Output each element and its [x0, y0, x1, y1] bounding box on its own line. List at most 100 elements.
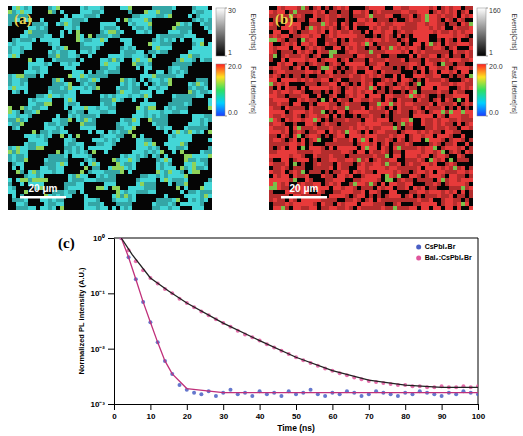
image-pixel — [60, 58, 64, 62]
image-pixel — [12, 110, 16, 114]
image-pixel — [293, 106, 297, 110]
image-pixel — [269, 162, 273, 166]
image-pixel — [104, 74, 108, 78]
image-pixel — [60, 126, 64, 130]
image-pixel — [136, 138, 140, 142]
image-pixel — [285, 118, 289, 122]
image-pixel — [200, 194, 204, 198]
image-pixel — [52, 206, 56, 210]
image-pixel — [172, 102, 176, 106]
image-pixel — [16, 202, 20, 206]
image-pixel — [301, 58, 305, 62]
image-pixel — [32, 26, 36, 30]
image-pixel — [200, 54, 204, 58]
image-pixel — [100, 106, 104, 110]
image-pixel — [120, 130, 124, 134]
image-pixel — [269, 82, 273, 86]
image-pixel — [281, 46, 285, 50]
image-pixel — [277, 30, 281, 34]
image-pixel — [285, 54, 289, 58]
image-pixel — [289, 142, 293, 146]
image-pixel — [132, 22, 136, 26]
image-pixel — [120, 38, 124, 42]
image-pixel — [84, 38, 88, 42]
image-pixel — [128, 162, 132, 166]
image-pixel — [12, 158, 16, 162]
image-pixel — [16, 126, 20, 130]
image-pixel — [20, 118, 24, 122]
image-pixel — [152, 46, 156, 50]
image-pixel — [104, 174, 108, 178]
image-pixel — [20, 6, 24, 10]
image-pixel — [305, 122, 309, 126]
image-pixel — [269, 150, 273, 154]
image-pixel — [68, 194, 72, 198]
image-pixel — [16, 206, 20, 210]
image-pixel — [180, 150, 184, 154]
image-pixel — [60, 130, 64, 134]
image-pixel — [281, 66, 285, 70]
image-pixel — [188, 162, 192, 166]
image-pixel — [24, 70, 28, 74]
image-pixel — [208, 178, 212, 182]
image-pixel — [72, 14, 76, 18]
image-pixel — [128, 122, 132, 126]
image-pixel — [200, 206, 204, 210]
image-pixel — [20, 42, 24, 46]
image-pixel — [293, 38, 297, 42]
image-pixel — [32, 130, 36, 134]
image-pixel — [36, 98, 40, 102]
image-pixel — [144, 82, 148, 86]
image-pixel — [112, 142, 116, 146]
image-pixel — [277, 178, 281, 182]
image-pixel — [148, 14, 152, 18]
image-pixel — [160, 78, 164, 82]
image-pixel — [52, 6, 56, 10]
image-pixel — [273, 66, 277, 70]
image-pixel — [289, 138, 293, 142]
image-pixel — [40, 26, 44, 30]
image-pixel — [12, 78, 16, 82]
image-pixel — [208, 46, 212, 50]
image-pixel — [124, 50, 128, 54]
image-pixel — [80, 6, 84, 10]
image-pixel — [180, 106, 184, 110]
image-pixel — [48, 134, 52, 138]
image-pixel — [112, 106, 116, 110]
image-pixel — [68, 110, 72, 114]
image-pixel — [24, 110, 28, 114]
image-pixel — [200, 58, 204, 62]
image-pixel — [172, 26, 176, 30]
image-pixel — [68, 182, 72, 186]
image-pixel — [301, 78, 305, 82]
image-pixel — [160, 174, 164, 178]
image-pixel — [148, 110, 152, 114]
image-pixel — [148, 142, 152, 146]
image-pixel — [72, 182, 76, 186]
image-pixel — [104, 206, 108, 210]
image-pixel — [76, 14, 80, 18]
image-pixel — [144, 154, 148, 158]
image-pixel — [321, 30, 325, 34]
image-pixel — [96, 114, 100, 118]
image-pixel — [52, 198, 56, 202]
image-pixel — [16, 78, 20, 82]
image-pixel — [40, 22, 44, 26]
image-pixel — [321, 98, 325, 102]
image-pixel — [92, 170, 96, 174]
image-pixel — [44, 178, 48, 182]
image-pixel — [96, 38, 100, 42]
image-background — [269, 6, 473, 210]
image-pixel — [92, 114, 96, 118]
image-pixel — [204, 10, 208, 14]
image-pixel — [156, 114, 160, 118]
image-pixel — [293, 154, 297, 158]
image-pixel — [104, 30, 108, 34]
image-pixel — [56, 150, 60, 154]
image-pixel — [281, 38, 285, 42]
image-pixel — [44, 166, 48, 170]
image-pixel — [120, 122, 124, 126]
image-pixel — [88, 178, 92, 182]
image-pixel — [204, 182, 208, 186]
image-pixel — [164, 178, 168, 182]
